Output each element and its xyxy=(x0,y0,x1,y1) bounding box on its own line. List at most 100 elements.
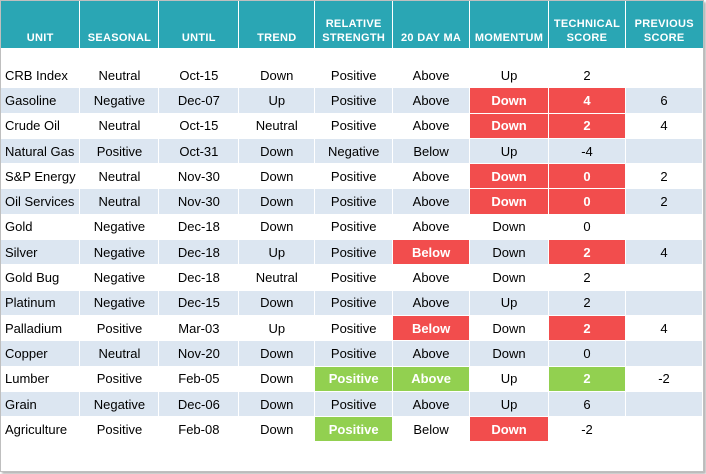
cell-trend: Down xyxy=(238,138,316,165)
cell-relative-strength: Positive xyxy=(314,315,394,342)
cell-relative-strength: Positive xyxy=(314,340,394,367)
cell-unit: Grain xyxy=(1,391,81,418)
cell-until: Feb-08 xyxy=(158,416,240,443)
cell-momentum: Down xyxy=(469,239,549,266)
cell-trend: Down xyxy=(238,391,316,418)
cell-technical-score: 2 xyxy=(548,113,626,139)
cell-relative-strength: Positive xyxy=(314,62,394,89)
cell-momentum: Down xyxy=(469,87,549,114)
cell-previous-score: 2 xyxy=(625,188,704,215)
cell-unit: CRB Index xyxy=(1,62,81,89)
cell-until: Dec-18 xyxy=(158,214,240,241)
spacer-cell xyxy=(1,48,81,63)
cell-unit: Gold Bug xyxy=(1,264,81,291)
cell-previous-score xyxy=(625,214,704,241)
cell-seasonal: Negative xyxy=(79,391,160,418)
header-momentum: MOMENTUM xyxy=(469,1,549,48)
cell-trend: Down xyxy=(238,366,316,392)
cell-relative-strength: Negative xyxy=(314,138,394,165)
cell-momentum: Down xyxy=(469,214,549,241)
cell-previous-score xyxy=(625,138,704,165)
cell-technical-score: 2 xyxy=(548,366,626,392)
cell-momentum: Up xyxy=(469,366,549,392)
cell-relative-strength: Positive xyxy=(314,391,394,418)
spacer-row xyxy=(1,48,704,63)
cell-trend: Down xyxy=(238,416,316,443)
cell-20-day-ma: Above xyxy=(392,62,471,89)
cell-momentum: Up xyxy=(469,290,549,316)
table-row: Gold Bug Negative Dec-18 Neutral Positive Abo… xyxy=(1,264,704,291)
table-row: Palladium Positive Mar-03 Up Positive Below Do… xyxy=(1,315,704,342)
cell-previous-score: 4 xyxy=(625,315,704,342)
cell-trend: Down xyxy=(238,290,316,316)
header-previous-score: PREVIOUS SCORE xyxy=(625,1,703,48)
cell-relative-strength: Positive xyxy=(314,87,394,114)
header-prev-line1: PREVIOUS xyxy=(634,18,694,30)
cell-20-day-ma: Above xyxy=(392,366,471,392)
table-row: CRB Index Neutral Oct-15 Down Positive Above U… xyxy=(1,62,704,89)
cell-until: Dec-15 xyxy=(158,290,240,316)
cell-previous-score xyxy=(625,340,704,367)
cell-momentum: Up xyxy=(469,391,549,418)
cell-momentum: Down xyxy=(469,188,549,215)
cell-20-day-ma: Above xyxy=(392,264,471,291)
spacer-cell xyxy=(314,48,394,63)
cell-seasonal: Neutral xyxy=(79,163,160,190)
cell-previous-score xyxy=(625,391,704,418)
table-row: Gold Negative Dec-18 Down Positive Above Down 0 xyxy=(1,214,704,241)
header-tech-line1: TECHNICAL xyxy=(553,18,621,30)
cell-20-day-ma: Below xyxy=(392,138,471,165)
header-rs-line1: RELATIVE xyxy=(325,18,382,30)
cell-trend: Up xyxy=(238,315,316,342)
cell-technical-score: -4 xyxy=(548,138,626,165)
header-trend: TREND xyxy=(238,1,316,48)
cell-seasonal: Neutral xyxy=(79,62,160,89)
cell-technical-score: 0 xyxy=(548,163,626,190)
cell-relative-strength: Positive xyxy=(314,113,394,139)
cell-momentum: Down xyxy=(469,264,549,291)
table-row: Lumber Positive Feb-05 Down Positive Above Up 2… xyxy=(1,366,704,392)
cell-momentum: Down xyxy=(469,163,549,190)
cell-seasonal: Neutral xyxy=(79,113,160,139)
cell-technical-score: 2 xyxy=(548,62,626,89)
cell-trend: Down xyxy=(238,340,316,367)
cell-trend: Down xyxy=(238,163,316,190)
cell-unit: Silver xyxy=(1,239,81,266)
cell-relative-strength: Positive xyxy=(314,214,394,241)
cell-until: Nov-30 xyxy=(158,188,240,215)
cell-20-day-ma: Above xyxy=(392,113,471,139)
cell-previous-score: 4 xyxy=(625,239,704,266)
cell-until: Nov-20 xyxy=(158,340,240,367)
commodity-technical-table: UNIT SEASONAL UNTIL TREND RELATIVE STRENG… xyxy=(1,1,704,443)
table-row: Platinum Negative Dec-15 Down Positive Above U… xyxy=(1,290,704,316)
cell-seasonal: Negative xyxy=(79,264,160,291)
cell-previous-score xyxy=(625,290,704,316)
header-prev-line2: SCORE xyxy=(643,32,685,44)
cell-20-day-ma: Above xyxy=(392,188,471,215)
cell-trend: Down xyxy=(238,62,316,89)
cell-unit: Crude Oil xyxy=(1,113,81,139)
cell-seasonal: Negative xyxy=(79,239,160,266)
cell-momentum: Down xyxy=(469,315,549,342)
cell-momentum: Down xyxy=(469,113,549,139)
cell-until: Dec-18 xyxy=(158,264,240,291)
cell-relative-strength: Positive xyxy=(314,188,394,215)
cell-trend: Down xyxy=(238,188,316,215)
cell-20-day-ma: Above xyxy=(392,340,471,367)
cell-until: Oct-15 xyxy=(158,113,240,139)
cell-until: Mar-03 xyxy=(158,315,240,342)
cell-seasonal: Neutral xyxy=(79,188,160,215)
cell-seasonal: Negative xyxy=(79,87,160,114)
cell-technical-score: 2 xyxy=(548,290,626,316)
cell-technical-score: 0 xyxy=(548,188,626,215)
cell-relative-strength: Positive xyxy=(314,163,394,190)
cell-unit: Natural Gas xyxy=(1,138,81,165)
header-until: UNTIL xyxy=(158,1,240,48)
cell-unit: Palladium xyxy=(1,315,81,342)
cell-until: Dec-06 xyxy=(158,391,240,418)
table-row: Silver Negative Dec-18 Up Positive Below Down 2… xyxy=(1,239,704,266)
cell-previous-score: 6 xyxy=(625,87,704,114)
cell-previous-score: 2 xyxy=(625,163,704,190)
cell-20-day-ma: Below xyxy=(392,416,471,443)
table-row: Copper Neutral Nov-20 Down Positive Above Down… xyxy=(1,340,704,367)
